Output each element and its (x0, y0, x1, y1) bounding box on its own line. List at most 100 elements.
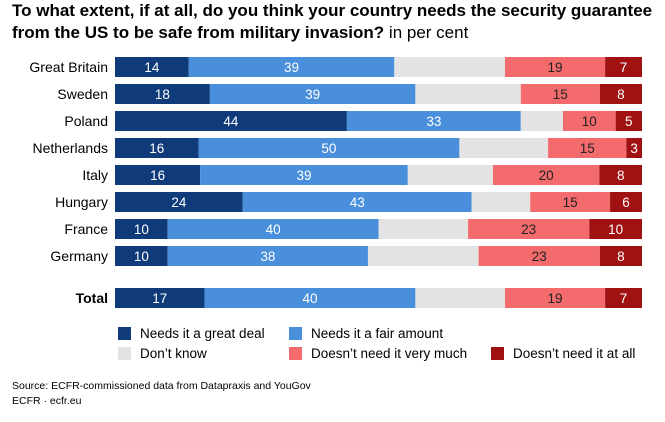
bar-segment-poland-doesn-t-need-it-very-much (562, 111, 616, 131)
legend-swatch (289, 327, 302, 340)
data-label-total-doesn-t-need-it-very-much: 19 (548, 291, 563, 306)
category-label-great-britain: Great Britain (29, 59, 108, 75)
data-label-france-doesn-t-need-it-at-all: 10 (608, 222, 623, 237)
bar-segment-italy-doesn-t-need-it-at-all (599, 165, 642, 185)
category-label-netherlands: Netherlands (33, 140, 109, 156)
bar-segment-germany-needs-it-a-fair-amount (167, 246, 368, 266)
data-label-great-britain-needs-it-a-great-deal: 14 (144, 60, 160, 75)
category-label-poland: Poland (64, 113, 108, 129)
category-label-hungary: Hungary (55, 194, 108, 210)
bar-segment-italy-doesn-t-need-it-very-much (492, 165, 600, 185)
legend-item-doesn-t-need-it-very-much: Doesn’t need it very much (289, 346, 467, 361)
data-label-hungary-needs-it-a-fair-amount: 43 (350, 195, 365, 210)
data-label-total-needs-it-a-great-deal: 17 (152, 291, 167, 306)
bar-segment-poland-doesn-t-need-it-at-all (615, 111, 642, 131)
data-label-poland-doesn-t-need-it-at-all: 5 (625, 114, 633, 129)
bar-segment-france-needs-it-a-fair-amount (167, 219, 379, 239)
data-label-poland-doesn-t-need-it-very-much: 10 (582, 114, 597, 129)
category-label-italy: Italy (82, 167, 108, 183)
data-label-italy-needs-it-a-great-deal: 16 (150, 168, 165, 183)
legend-label: Doesn’t need it at all (513, 346, 636, 361)
category-label-germany: Germany (50, 248, 108, 264)
source-note: Source: ECFR-commissioned data from Data… (12, 379, 311, 409)
chart-title-main: To what extent, if at all, do you think … (12, 1, 653, 42)
bar-segment-hungary-doesn-t-need-it-very-much (530, 192, 611, 212)
bar-segment-netherlands-don-t-know (459, 138, 549, 158)
bar-segment-total-needs-it-a-great-deal (115, 288, 205, 308)
bar-segment-netherlands-doesn-t-need-it-at-all (626, 138, 642, 158)
bar-segment-poland-needs-it-a-great-deal (115, 111, 347, 131)
data-label-netherlands-needs-it-a-fair-amount: 50 (321, 141, 336, 156)
bar-segment-germany-don-t-know (367, 246, 479, 266)
bar-segment-germany-doesn-t-need-it-very-much (478, 246, 600, 266)
bar-segment-total-doesn-t-need-it-at-all (605, 288, 642, 308)
data-label-hungary-needs-it-a-great-deal: 24 (171, 195, 187, 210)
bar-segment-hungary-needs-it-a-fair-amount (242, 192, 472, 212)
bar-segment-total-don-t-know (415, 288, 505, 308)
data-label-great-britain-needs-it-a-fair-amount: 39 (284, 60, 299, 75)
data-label-sweden-doesn-t-need-it-very-much: 15 (553, 87, 568, 102)
bar-segment-sweden-don-t-know (415, 84, 521, 104)
data-label-italy-doesn-t-need-it-very-much: 20 (539, 168, 554, 183)
category-label-total: Total (76, 290, 108, 306)
bar-segment-great-britain-doesn-t-need-it-very-much (504, 57, 606, 77)
data-label-netherlands-needs-it-a-great-deal: 16 (149, 141, 164, 156)
bar-segment-france-don-t-know (378, 219, 469, 239)
legend-swatch (118, 327, 131, 340)
bar-segment-great-britain-doesn-t-need-it-at-all (605, 57, 642, 77)
data-label-germany-doesn-t-need-it-very-much: 23 (532, 249, 547, 264)
bar-segment-france-needs-it-a-great-deal (115, 219, 168, 239)
legend-swatch (289, 347, 302, 360)
bar-segment-france-doesn-t-need-it-very-much (468, 219, 590, 239)
chart-title: To what extent, if at all, do you think … (12, 0, 657, 44)
bar-segment-netherlands-doesn-t-need-it-very-much (548, 138, 627, 158)
legend-label: Needs it a fair amount (311, 326, 444, 341)
chart-title-unit: in per cent (388, 23, 469, 42)
bar-segment-sweden-doesn-t-need-it-at-all (599, 84, 642, 104)
data-label-hungary-doesn-t-need-it-at-all: 6 (622, 195, 630, 210)
bar-segment-sweden-doesn-t-need-it-very-much (520, 84, 600, 104)
bar-segment-great-britain-don-t-know (394, 57, 505, 77)
data-label-france-doesn-t-need-it-very-much: 23 (521, 222, 536, 237)
legend-label: Doesn’t need it very much (311, 346, 468, 361)
bar-segment-hungary-needs-it-a-great-deal (115, 192, 243, 212)
data-label-italy-needs-it-a-fair-amount: 39 (296, 168, 311, 183)
bar-segment-italy-needs-it-a-fair-amount (200, 165, 408, 185)
bar-segment-great-britain-needs-it-a-great-deal (115, 57, 189, 77)
bar-segment-sweden-needs-it-a-fair-amount (209, 84, 416, 104)
data-label-hungary-doesn-t-need-it-very-much: 15 (563, 195, 578, 210)
publisher-line: ECFR · ecfr.eu (12, 395, 82, 407)
source-line: Source: ECFR-commissioned data from Data… (12, 380, 311, 392)
legend-label: Don’t know (140, 346, 207, 361)
bar-segment-hungary-don-t-know (471, 192, 531, 212)
bar-segment-italy-don-t-know (407, 165, 493, 185)
data-label-germany-needs-it-a-fair-amount: 38 (260, 249, 275, 264)
legend-item-doesn-t-need-it-at-all: Doesn’t need it at all (491, 346, 635, 361)
legend-item-needs-it-a-great-deal: Needs it a great deal (118, 326, 265, 341)
data-label-great-britain-doesn-t-need-it-at-all: 7 (620, 60, 628, 75)
data-label-sweden-needs-it-a-fair-amount: 39 (305, 87, 320, 102)
data-label-poland-needs-it-a-fair-amount: 33 (426, 114, 441, 129)
legend-label: Needs it a great deal (140, 326, 265, 341)
category-label-france: France (64, 221, 108, 237)
bar-segment-hungary-doesn-t-need-it-at-all (610, 192, 642, 212)
bar-segment-total-doesn-t-need-it-very-much (504, 288, 606, 308)
bar-segment-poland-needs-it-a-fair-amount (346, 111, 521, 131)
bar-segment-germany-doesn-t-need-it-at-all (599, 246, 642, 266)
data-label-germany-needs-it-a-great-deal: 10 (134, 249, 149, 264)
data-label-france-needs-it-a-fair-amount: 40 (266, 222, 281, 237)
legend-item-needs-it-a-fair-amount: Needs it a fair amount (289, 326, 443, 341)
bar-segment-netherlands-needs-it-a-fair-amount (198, 138, 460, 158)
bar-segment-sweden-needs-it-a-great-deal (115, 84, 210, 104)
legend-item-don-t-know: Don’t know (118, 346, 207, 361)
data-label-total-needs-it-a-fair-amount: 40 (302, 291, 317, 306)
bar-segment-france-doesn-t-need-it-at-all (589, 219, 642, 239)
legend-swatch (491, 347, 504, 360)
data-label-netherlands-doesn-t-need-it-at-all: 3 (630, 141, 638, 156)
data-label-netherlands-doesn-t-need-it-very-much: 15 (580, 141, 595, 156)
data-label-sweden-doesn-t-need-it-at-all: 8 (617, 87, 625, 102)
bar-segment-total-needs-it-a-fair-amount (204, 288, 416, 308)
stacked-bar-chart: Great Britain 14 39 19 7 Sweden 18 39 15 8 Poland 4… (29, 57, 642, 308)
data-label-total-doesn-t-need-it-at-all: 7 (620, 291, 628, 306)
data-label-germany-doesn-t-need-it-at-all: 8 (617, 249, 625, 264)
